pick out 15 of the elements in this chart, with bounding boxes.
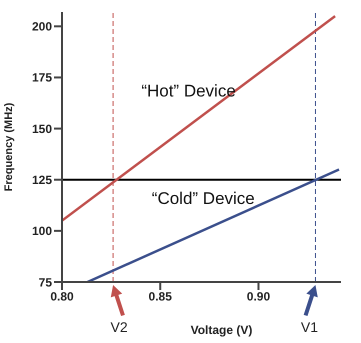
y-tick-label: 100: [32, 224, 52, 238]
x-tick-label: 0.80: [50, 290, 74, 304]
ref-line-label: V1: [300, 319, 318, 335]
y-tick-label: 175: [32, 70, 52, 85]
series-label: “Cold” Device: [152, 188, 255, 208]
x-tick-label: 0.85: [148, 290, 172, 304]
y-tick-label: 200: [32, 20, 52, 34]
y-tick-label: 125: [32, 172, 52, 187]
x-axis-title: Voltage (V): [190, 323, 252, 337]
y-tick-label: 150: [32, 122, 52, 136]
y-axis-title: Frequency (MHz): [2, 102, 15, 192]
y-tick-label: 75: [38, 275, 52, 290]
x-tick-label: 0.90: [246, 290, 270, 304]
ref-line-label: V2: [110, 319, 128, 335]
series-label: “Hot” Device: [141, 81, 236, 100]
